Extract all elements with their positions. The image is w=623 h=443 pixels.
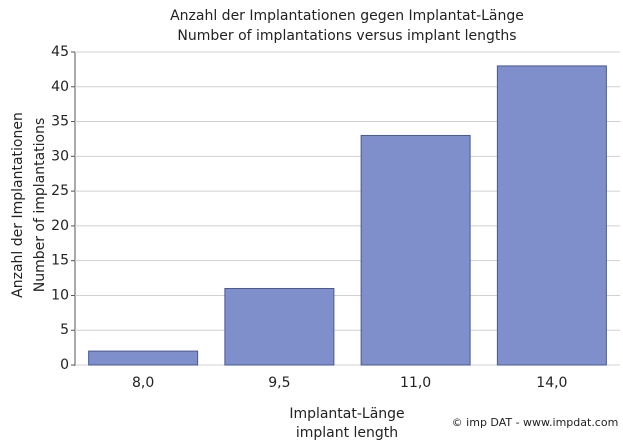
x-tick-label: 11,0 bbox=[400, 375, 431, 391]
y-tick-label: 30 bbox=[51, 148, 69, 164]
y-tick-label: 20 bbox=[51, 218, 69, 234]
chart-subtitle: Number of implantations versus implant l… bbox=[177, 28, 516, 44]
x-axis-label: Implantat-Länge bbox=[289, 406, 404, 422]
y-axis-label: Number of implantations bbox=[32, 118, 48, 293]
x-tick-label: 8,0 bbox=[132, 375, 154, 391]
bar bbox=[496, 65, 607, 366]
x-tick-label: 14,0 bbox=[536, 375, 567, 391]
y-tick-label: 5 bbox=[60, 322, 69, 338]
bar bbox=[88, 350, 199, 366]
y-tick-label: 0 bbox=[60, 357, 69, 373]
y-tick-label: 10 bbox=[51, 287, 69, 303]
x-axis-label: implant length bbox=[296, 425, 398, 441]
y-axis-label: Anzahl der Implantationen bbox=[10, 112, 26, 298]
y-tick-label: 45 bbox=[51, 44, 69, 60]
y-tick-label: 25 bbox=[51, 183, 69, 199]
credit: © imp DAT - www.impdat.com bbox=[452, 416, 619, 429]
bar bbox=[360, 134, 471, 366]
y-tick-label: 40 bbox=[51, 79, 69, 95]
chart-title: Anzahl der Implantationen gegen Implanta… bbox=[170, 8, 524, 24]
x-tick-label: 9,5 bbox=[268, 375, 290, 391]
y-tick-label: 15 bbox=[51, 253, 69, 269]
bar bbox=[224, 287, 335, 366]
y-tick-label: 35 bbox=[51, 114, 69, 130]
